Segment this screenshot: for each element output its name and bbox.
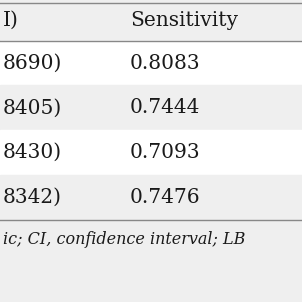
Text: 0.8083: 0.8083 bbox=[130, 54, 201, 72]
Text: 8405): 8405) bbox=[3, 98, 62, 117]
Text: 8430): 8430) bbox=[3, 143, 62, 162]
Text: Sensitivity: Sensitivity bbox=[130, 11, 238, 30]
Bar bbox=[0, 220, 302, 259]
Bar bbox=[0, 175, 302, 220]
Text: 0.7476: 0.7476 bbox=[130, 188, 201, 207]
Text: 0.7093: 0.7093 bbox=[130, 143, 201, 162]
Bar bbox=[0, 0, 302, 41]
Text: I): I) bbox=[3, 11, 19, 30]
Bar bbox=[0, 85, 302, 130]
Bar bbox=[0, 130, 302, 175]
Bar bbox=[0, 41, 302, 85]
Text: ic; CI, confidence interval; LB: ic; CI, confidence interval; LB bbox=[3, 231, 246, 248]
Text: 8342): 8342) bbox=[3, 188, 62, 207]
Text: 0.7444: 0.7444 bbox=[130, 98, 200, 117]
Text: 8690): 8690) bbox=[3, 54, 63, 72]
